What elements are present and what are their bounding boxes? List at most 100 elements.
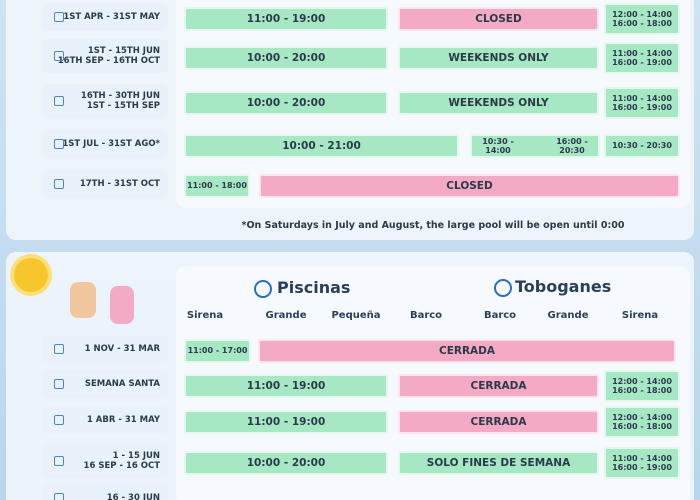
calendar-icon [54,51,64,61]
clock-icon [494,279,512,297]
cell-text: CLOSED [446,179,493,192]
cell-text: 12:00 - 14:00 [612,376,672,386]
cell-text: CERRADA [470,415,527,428]
schedule-cell: 12:00 - 14:00 16:00 - 18:00 [604,370,680,402]
schedule-cell: 11:00 - 14:00 16:00 - 19:00 [604,87,680,119]
date-text: 16 SEP - 16 OCT [83,461,160,471]
schedule-cell: 10:00 - 20:00 [184,91,388,115]
column-header: Barco [409,310,443,321]
schedule-cell: 10:00 - 21:00 [184,134,459,158]
date-text: 1 - 15 JUN [112,451,160,461]
cell-text: WEEKENDS ONLY [448,96,549,109]
cell-text: 16:00 - 18:00 [612,422,672,431]
cell-text: CERRADA [438,344,496,357]
schedule-cell: 11:00 - 19:00 [184,410,388,434]
calendar-icon [54,96,64,106]
date-label: 16 - 30 JUN [42,484,168,500]
date-label: 1ST - 15TH JUN 16TH SEP - 16TH OCT [42,39,168,73]
calendar-icon [54,12,64,22]
date-label: 1 NOV - 31 MAR [42,335,168,363]
cell-text: 16:00 - 19:00 [612,103,672,112]
schedule-cell: CLOSED [398,7,599,31]
schedule-cell: WEEKENDS ONLY [398,91,599,115]
date-text: 17TH - 31ST OCT [79,179,160,189]
cell-text: 12:00 - 14:00 [612,9,672,19]
schedule-cell: CERRADA [398,410,599,434]
cell-text: CLOSED [475,12,522,25]
calendar-icon [54,139,64,149]
schedule-cell: 12:00 - 14:00 16:00 - 18:00 [604,406,680,438]
date-label: 17TH - 31ST OCT [42,170,168,198]
cell-text: 12:00 - 14:00 [612,412,672,422]
cell-text: 10:00 - 20:00 [246,96,326,109]
date-text: 1ST APR - 31ST MAY [63,12,160,22]
column-header: Sirena [621,310,659,321]
schedule-cell: WEEKENDS ONLY [398,46,599,70]
schedule-cell: 10:00 - 20:00 [184,46,388,70]
schedule-cell: SOLO FINES DE SEMANA [398,451,599,475]
column-header: Grande [547,310,589,321]
date-label: 1ST APR - 31ST MAY [42,3,168,31]
column-header: Grande [265,310,307,321]
schedule-cell: 10:30 - 20:30 [604,134,680,158]
cell-text: 11:00 - 14:00 [612,453,672,463]
child-icon [110,286,134,324]
cell-text: 11:00 - 18:00 [187,181,247,191]
cell-text: 11:00 - 14:00 [612,93,672,103]
cell-text: 10:30 - 14:00 [482,136,514,155]
date-text: 16TH - 30TH JUN [80,91,160,101]
heading: Toboganes [515,277,612,296]
calendar-icon [54,179,64,189]
date-text: 1ST - 15TH SEP [86,101,160,111]
cell-text: 16:00 - 19:00 [612,463,672,472]
date-label: 1 - 15 JUN 16 SEP - 16 OCT [42,444,168,478]
date-label: 1 ABR - 31 MAY [42,406,168,434]
schedule-cell: CERRADA [258,339,676,363]
cell-text: WEEKENDS ONLY [448,51,549,64]
schedule-cell: 11:00 - 19:00 [184,374,388,398]
date-text: 1ST - 15TH JUN [87,46,160,56]
calendar-icon [54,379,64,389]
cell-text: 11:00 - 19:00 [246,415,326,428]
clock-icon [254,280,272,298]
column-header: Sirena [186,310,224,321]
cell-text: 11:00 - 19:00 [246,12,326,25]
cell-text: SOLO FINES DE SEMANA [426,456,571,469]
column-header: Barco [483,310,517,321]
calendar-icon [54,415,64,425]
cell-text: 16:00 - 19:00 [612,58,672,67]
date-label: 1ST JUL - 31ST AGO* [42,130,168,158]
calendar-icon [54,493,64,500]
date-text: SEMANA SANTA [84,379,160,389]
cell-text: 10:00 - 20:00 [246,456,326,469]
date-text: 16 - 30 JUN [106,493,160,500]
schedule-cell: 11:00 - 17:00 [184,339,251,363]
date-label: 16TH - 30TH JUN 1ST - 15TH SEP [42,84,168,118]
schedule-cell: CLOSED [259,174,680,198]
heading: Piscinas [277,278,351,297]
cell-text: 16:00 - 20:30 [556,136,588,155]
schedule-cell: 11:00 - 14:00 16:00 - 19:00 [604,42,680,74]
schedule-cell: CERRADA [398,374,599,398]
sun-icon [14,258,48,292]
calendar-icon [54,344,64,354]
cell-text: 10:30 - 20:30 [612,141,672,151]
schedule-cell: 11:00 - 18:00 [184,174,250,198]
schedule-cell: 12:00 - 14:00 16:00 - 18:00 [604,3,680,35]
cell-text: 16:00 - 18:00 [612,386,672,395]
schedule-cell: 10:00 - 20:00 [184,451,388,475]
schedule-cell: 10:30 - 14:00 16:00 - 20:30 [470,134,600,158]
date-label: SEMANA SANTA [42,370,168,398]
cell-text: 10:00 - 21:00 [282,139,361,152]
date-text: 16TH SEP - 16TH OCT [57,56,160,66]
child-icon [70,282,96,318]
cell-text: 11:00 - 19:00 [246,379,326,392]
schedule-cell: 11:00 - 14:00 16:00 - 19:00 [604,447,680,479]
date-text: 1 NOV - 31 MAR [84,344,160,354]
footnote: *On Saturdays in July and August, the la… [241,220,625,231]
cell-text: 16:00 - 18:00 [612,19,672,28]
cell-text: 11:00 - 14:00 [612,48,672,58]
cell-text: CERRADA [470,379,527,392]
cell-text: 10:00 - 20:00 [246,51,326,64]
